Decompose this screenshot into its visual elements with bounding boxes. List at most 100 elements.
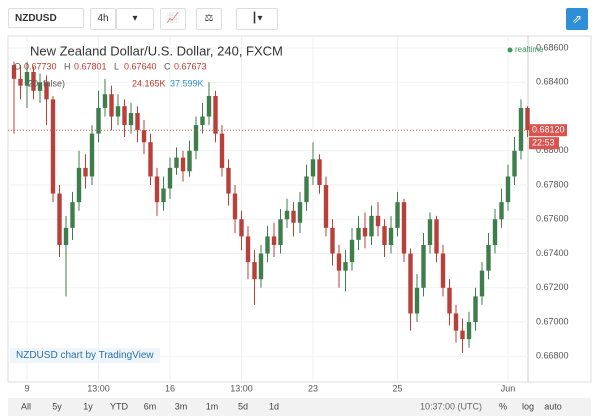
candle-body <box>258 253 264 280</box>
range-button[interactable]: YTD <box>110 401 129 411</box>
indicators-button[interactable]: 📈 <box>160 8 186 30</box>
range-button[interactable]: 1y <box>83 401 93 411</box>
candle-body <box>330 227 335 254</box>
candle-body <box>37 82 43 91</box>
candle-body <box>109 94 114 117</box>
range-button[interactable]: 1d <box>269 401 279 411</box>
ohlc-key: H <box>64 61 71 71</box>
candle-body <box>31 71 36 91</box>
chart-style-button[interactable]: ┃▾ <box>236 8 278 30</box>
volume-legend: 20, false) <box>28 78 65 88</box>
last-price-box <box>529 124 567 137</box>
countdown-box <box>529 137 559 150</box>
range-button[interactable]: 1m <box>206 401 219 411</box>
x-tick-label: 25 <box>392 383 402 393</box>
candle-body <box>388 227 394 245</box>
ohlc-key: O <box>14 61 21 71</box>
axis-option[interactable]: log <box>522 401 534 411</box>
candle-body <box>57 193 62 245</box>
candle-body <box>284 210 290 220</box>
candle-body <box>102 94 108 108</box>
candle-body <box>375 215 381 227</box>
symbol-box[interactable]: NZDUSD <box>8 8 84 28</box>
candle-body <box>76 167 82 203</box>
ohlc-value: 0.67730 <box>24 61 57 71</box>
candle-body <box>427 219 433 245</box>
candle-body <box>518 107 524 151</box>
range-button[interactable]: 5d <box>238 401 248 411</box>
candle-body <box>512 150 517 177</box>
candle-body <box>343 262 348 271</box>
candle-body <box>499 202 504 220</box>
candle-body <box>434 219 439 254</box>
candle-body <box>96 107 101 134</box>
candle-body <box>401 202 407 254</box>
x-tick-label: 23 <box>308 383 318 393</box>
y-tick-label: 0.68600 <box>536 42 569 52</box>
candle-body <box>265 236 270 254</box>
candle-body <box>161 188 166 203</box>
candle-body <box>271 236 277 245</box>
x-tick-label: 13:00 <box>230 383 253 393</box>
candle-body <box>336 253 342 271</box>
ohlc-key: C <box>164 61 171 71</box>
candle-body <box>18 78 23 86</box>
volume-legend: 24.165K <box>132 78 166 88</box>
axis-option[interactable]: auto <box>544 401 562 411</box>
candle-body <box>460 330 465 340</box>
y-tick-label: 0.66800 <box>536 351 569 361</box>
candle-body <box>200 116 205 126</box>
candle-body <box>24 71 30 86</box>
candle-body <box>421 244 426 288</box>
candle-body <box>148 142 153 177</box>
bottom-bar <box>8 398 591 416</box>
candle-body <box>479 270 485 297</box>
candle-body <box>492 219 498 245</box>
compare-button[interactable]: ⚖ <box>196 8 222 30</box>
last-price-label: 0.68120 <box>532 125 565 135</box>
interval-menu[interactable]: ▾ <box>116 8 154 30</box>
realtime-dot <box>507 47 513 53</box>
candle-body <box>466 322 472 340</box>
popout-button[interactable]: ⇗ <box>566 8 588 30</box>
candle-body <box>89 133 95 177</box>
interval-button[interactable]: 4h <box>90 8 116 30</box>
candle-body <box>278 219 283 245</box>
ohlc-value: 0.67673 <box>174 61 207 71</box>
candle-body <box>453 313 459 331</box>
candle-body <box>310 159 316 177</box>
candle-body <box>356 227 361 240</box>
candle-body <box>473 296 478 323</box>
candle-body <box>141 130 147 143</box>
watermark[interactable]: NZDUSD chart by TradingView <box>10 348 160 363</box>
candle-body <box>70 202 75 228</box>
candle-body <box>154 176 160 203</box>
range-button[interactable]: All <box>21 401 31 411</box>
countdown: 22:53 <box>532 138 555 148</box>
x-tick-label: 16 <box>165 383 175 393</box>
chart-title: New Zealand Dollar/U.S. Dollar, 240, FXC… <box>30 43 283 58</box>
ohlc-value: 0.67640 <box>124 61 157 71</box>
candle-body <box>128 113 134 126</box>
candle-body <box>505 176 511 203</box>
candle-body <box>50 99 56 194</box>
candle-body <box>362 227 368 237</box>
candle-body <box>206 95 212 117</box>
candle-body <box>382 226 387 245</box>
axis-option[interactable]: % <box>499 401 507 411</box>
utc-time: 10:37:00 (UTC) <box>420 401 482 411</box>
candle-body <box>167 167 173 189</box>
candle-body <box>369 215 374 237</box>
range-button[interactable]: 6m <box>144 401 157 411</box>
range-button[interactable]: 3m <box>175 401 188 411</box>
candle-body <box>245 236 251 263</box>
candle-body <box>193 125 199 151</box>
candle-body <box>252 262 257 280</box>
candle-body <box>232 193 238 220</box>
candle-body <box>180 157 186 172</box>
candle-body <box>187 150 192 172</box>
range-button[interactable]: 5y <box>52 401 62 411</box>
y-tick-label: 0.67400 <box>536 248 569 258</box>
